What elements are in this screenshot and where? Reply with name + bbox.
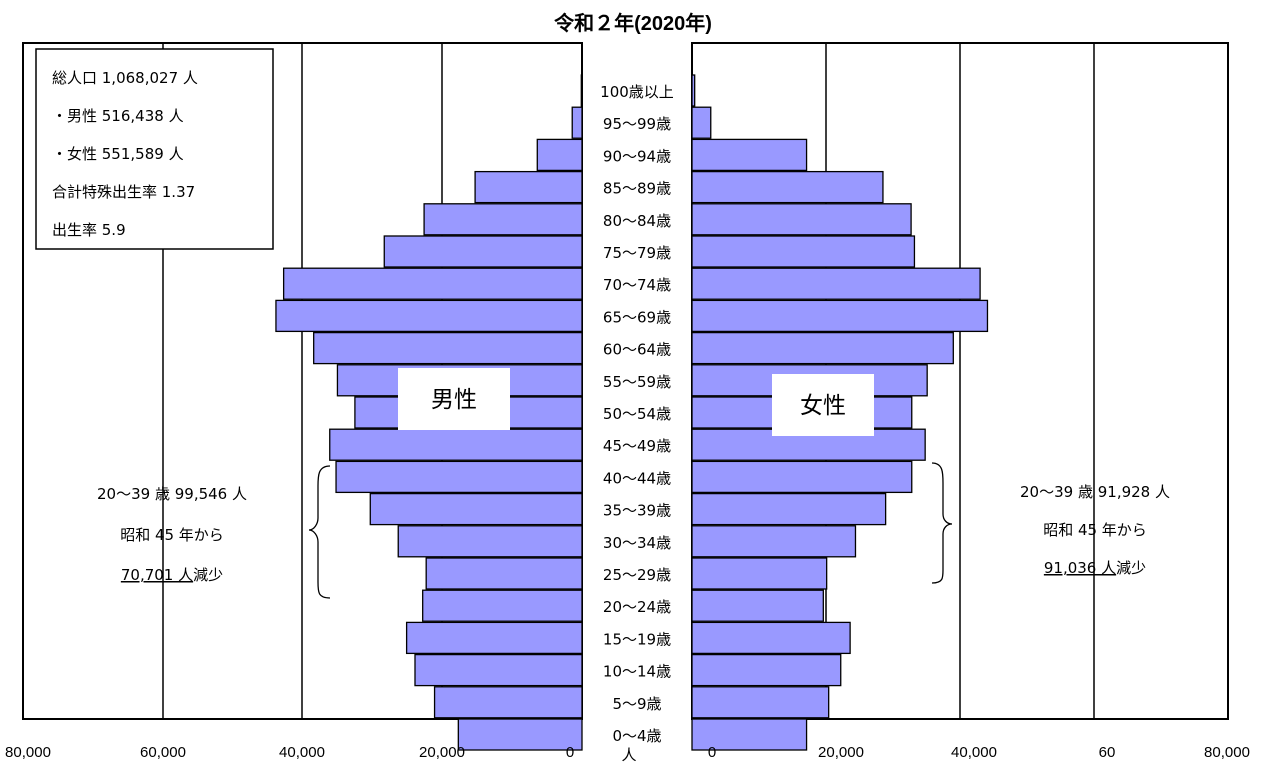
- male-bar: [313, 331, 583, 365]
- male-bar: [397, 525, 583, 558]
- age-group-label: 15〜19歳: [603, 630, 671, 648]
- age-group-label: 10〜14歳: [603, 663, 671, 681]
- unit-label: 人: [621, 746, 636, 764]
- female-label-box: 女性: [772, 374, 874, 436]
- age-labels: 100歳以上 95〜99歳 90〜94歳 85〜89歳 80〜84歳 75〜79歳 70〜7…: [600, 83, 674, 745]
- age-group-label: 60〜64歳: [603, 341, 671, 359]
- male-note-decrease: 70,701 人: [121, 566, 193, 584]
- age-group-label: 20〜24歳: [603, 598, 671, 616]
- female-bar: [691, 686, 830, 719]
- right-tick-label: 0: [708, 744, 716, 761]
- age-group-label: 85〜89歳: [603, 180, 671, 198]
- age-group-label: 45〜49歳: [603, 437, 671, 455]
- female-bar: [691, 621, 851, 655]
- male-note-line2: 昭和 45 年から: [120, 526, 224, 544]
- male-label-box: 男性: [398, 368, 510, 430]
- female-bar: [691, 74, 696, 107]
- male-bar: [457, 718, 583, 751]
- female-bar: [691, 653, 842, 687]
- male-bar: [580, 74, 583, 107]
- female-note-line3: 91,036 人減少: [1044, 559, 1146, 577]
- female-brace: [931, 462, 953, 584]
- male-bar: [425, 557, 583, 590]
- female-note-line1: 20〜39 歳 91,928 人: [1020, 483, 1170, 501]
- female-bar: [691, 557, 828, 590]
- right-tick-labels: 0 20,000 40,000 60 80,000: [708, 744, 1250, 761]
- female-bar: [691, 267, 981, 300]
- female-bar: [691, 170, 884, 204]
- age-group-label: 30〜34歳: [603, 534, 671, 552]
- age-group-label: 95〜99歳: [603, 115, 671, 133]
- female-bar: [691, 235, 916, 268]
- male-bar: [275, 299, 583, 333]
- summary-birthrate: 出生率 5.9: [52, 221, 126, 239]
- right-tick-label: 60: [1099, 744, 1116, 761]
- male-bar: [423, 203, 583, 236]
- summary-fertility: 合計特殊出生率 1.37: [52, 183, 195, 201]
- male-label: 男性: [431, 387, 477, 413]
- male-bar: [433, 686, 583, 719]
- left-tick-labels: 80,000 60,000 40,000 20,000 0: [5, 744, 574, 761]
- age-group-label: 55〜59歳: [603, 373, 671, 391]
- male-bar: [414, 653, 583, 687]
- age-group-label: 25〜29歳: [603, 566, 671, 584]
- age-group-label: 5〜9歳: [612, 695, 661, 713]
- female-note-line2: 昭和 45 年から: [1043, 521, 1147, 539]
- age-group-label: 100歳以上: [600, 83, 674, 101]
- age-group-label: 50〜54歳: [603, 405, 671, 423]
- male-bar: [369, 492, 583, 526]
- right-tick-label: 20,000: [818, 744, 864, 761]
- left-tick-label: 60,000: [140, 744, 186, 761]
- male-bar: [474, 170, 583, 204]
- male-note-line1: 20〜39 歳 99,546 人: [97, 485, 247, 503]
- male-bars: [275, 74, 583, 751]
- female-note: 20〜39 歳 91,928 人 昭和 45 年から 91,036 人減少: [1020, 483, 1170, 577]
- age-group-label: 40〜44歳: [603, 469, 671, 487]
- male-note-suffix: 減少: [193, 566, 223, 584]
- female-bar: [691, 718, 808, 751]
- left-tick-label: 80,000: [5, 744, 51, 761]
- age-group-label: 0〜4歳: [612, 727, 661, 745]
- female-bar: [691, 525, 857, 558]
- male-bar: [383, 235, 583, 268]
- male-brace: [308, 465, 331, 599]
- female-bar: [691, 492, 887, 526]
- right-tick-label: 40,000: [951, 744, 997, 761]
- age-group-label: 90〜94歳: [603, 147, 671, 165]
- summary-male: ・男性 516,438 人: [52, 107, 184, 125]
- age-group-label: 75〜79歳: [603, 244, 671, 262]
- male-note-line3: 70,701 人減少: [121, 566, 223, 584]
- age-group-label: 80〜84歳: [603, 212, 671, 230]
- male-bar: [422, 589, 583, 622]
- female-label: 女性: [800, 393, 846, 419]
- male-bar: [405, 621, 583, 655]
- female-bar: [691, 106, 712, 139]
- summary-total: 総人口 1,068,027 人: [52, 69, 198, 87]
- summary-female: ・女性 551,589 人: [52, 145, 184, 163]
- age-group-label: 65〜69歳: [603, 308, 671, 326]
- right-tick-label: 80,000: [1204, 744, 1250, 761]
- male-note: 20〜39 歳 99,546 人 昭和 45 年から 70,701 人減少: [97, 485, 247, 584]
- female-bar: [691, 589, 824, 622]
- summary-box: 総人口 1,068,027 人 ・男性 516,438 人 ・女性 551,58…: [35, 48, 274, 250]
- male-bar: [329, 428, 583, 461]
- chart-title: 令和２年(2020年): [554, 11, 712, 35]
- female-bar: [691, 203, 912, 236]
- left-tick-label: 20,000: [419, 744, 465, 761]
- male-bar: [335, 460, 583, 494]
- male-bar: [536, 138, 583, 172]
- age-group-label: 35〜39歳: [603, 502, 671, 520]
- female-note-decrease: 91,036 人: [1044, 559, 1116, 577]
- female-bar: [691, 460, 913, 494]
- female-bar: [691, 138, 808, 172]
- left-tick-label: 0: [566, 744, 574, 761]
- female-bar: [691, 299, 989, 333]
- female-note-suffix: 減少: [1116, 559, 1146, 577]
- female-bar: [691, 331, 954, 365]
- age-group-label: 70〜74歳: [603, 276, 671, 294]
- left-tick-label: 40,000: [279, 744, 325, 761]
- male-bar: [571, 106, 583, 139]
- male-bar: [282, 267, 583, 300]
